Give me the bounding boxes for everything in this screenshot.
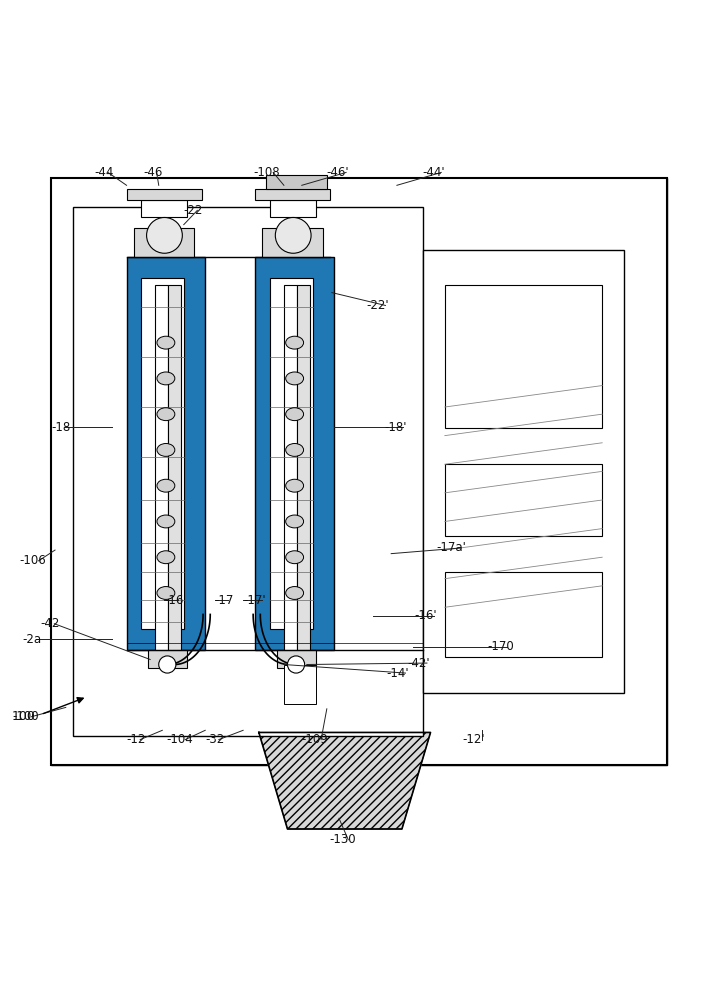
Text: -22: -22 <box>184 204 203 217</box>
Text: -108: -108 <box>254 166 281 179</box>
Ellipse shape <box>286 515 304 528</box>
Ellipse shape <box>286 336 304 349</box>
Bar <box>73 207 424 736</box>
Text: -17': -17' <box>243 594 266 607</box>
Bar <box>52 207 123 736</box>
Text: -46': -46' <box>327 166 350 179</box>
Bar <box>52 178 402 235</box>
Bar <box>269 278 312 629</box>
Bar <box>445 285 602 428</box>
Text: -44: -44 <box>94 166 113 179</box>
Bar <box>287 697 409 732</box>
Circle shape <box>275 217 311 253</box>
Bar <box>269 200 316 217</box>
Bar <box>445 393 602 428</box>
Ellipse shape <box>157 443 174 456</box>
Bar <box>126 257 205 650</box>
Polygon shape <box>259 732 431 829</box>
Text: -44': -44' <box>422 166 444 179</box>
Ellipse shape <box>157 515 174 528</box>
Bar <box>266 650 334 718</box>
Text: -106: -106 <box>19 554 46 567</box>
Ellipse shape <box>157 336 174 349</box>
Ellipse shape <box>286 372 304 385</box>
Text: -14': -14' <box>386 667 409 680</box>
Bar <box>263 228 323 257</box>
Text: -42': -42' <box>408 657 430 670</box>
Polygon shape <box>259 732 431 829</box>
Text: -109: -109 <box>302 733 329 746</box>
Bar <box>284 665 316 704</box>
Bar <box>424 250 445 693</box>
Bar <box>52 178 666 765</box>
Bar <box>256 189 330 200</box>
Bar <box>256 257 334 650</box>
Text: -12': -12' <box>462 733 485 746</box>
Text: -130: -130 <box>329 833 355 846</box>
Text: -16: -16 <box>164 594 184 607</box>
Bar <box>266 175 327 189</box>
Text: -104: -104 <box>166 733 192 746</box>
Bar <box>148 650 187 668</box>
Bar <box>445 464 602 536</box>
Bar <box>141 200 187 217</box>
Ellipse shape <box>157 587 174 599</box>
Bar <box>155 285 168 657</box>
Bar <box>126 643 330 661</box>
Ellipse shape <box>286 443 304 456</box>
Bar <box>141 278 184 629</box>
Text: -18: -18 <box>52 421 70 434</box>
Text: -22': -22' <box>366 299 388 312</box>
Text: -16': -16' <box>415 609 437 622</box>
Text: -42: -42 <box>41 617 60 630</box>
Bar <box>445 572 602 657</box>
Ellipse shape <box>286 408 304 421</box>
Bar <box>297 285 309 657</box>
Bar <box>276 650 316 668</box>
Bar <box>168 285 181 657</box>
Bar <box>256 257 334 650</box>
Bar <box>126 189 202 200</box>
Bar <box>52 178 666 765</box>
Bar <box>424 657 624 693</box>
Bar <box>52 693 638 736</box>
Circle shape <box>287 656 304 673</box>
Text: 100: 100 <box>12 710 36 723</box>
Text: -170: -170 <box>488 640 515 653</box>
Bar <box>424 250 624 693</box>
Text: -32: -32 <box>205 733 225 746</box>
Ellipse shape <box>286 479 304 492</box>
Bar <box>445 622 602 657</box>
Bar <box>126 257 205 650</box>
Ellipse shape <box>286 587 304 599</box>
Text: -2a: -2a <box>23 633 42 646</box>
Ellipse shape <box>157 408 174 421</box>
Bar <box>284 285 297 657</box>
Text: -100: -100 <box>12 710 39 723</box>
Ellipse shape <box>157 479 174 492</box>
Circle shape <box>159 656 176 673</box>
Bar <box>445 507 602 536</box>
Ellipse shape <box>157 551 174 564</box>
Text: -46: -46 <box>143 166 162 179</box>
Text: -18': -18' <box>384 421 406 434</box>
Ellipse shape <box>286 551 304 564</box>
Text: -17a': -17a' <box>437 541 466 554</box>
Text: -17: -17 <box>215 594 234 607</box>
Bar <box>134 228 195 257</box>
Circle shape <box>146 217 182 253</box>
Ellipse shape <box>157 372 174 385</box>
Text: -12: -12 <box>126 733 146 746</box>
